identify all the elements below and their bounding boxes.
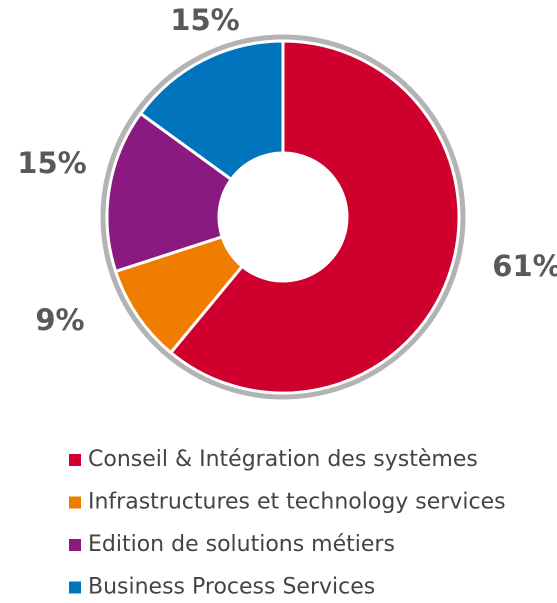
donut-slice <box>138 39 285 182</box>
legend-swatch <box>69 454 81 466</box>
value-label: 15% <box>170 3 239 37</box>
legend-swatch <box>69 581 81 594</box>
donut-ring <box>100 34 466 400</box>
value-label: 61% <box>492 249 557 283</box>
legend-label: Edition de solutions métiers <box>88 532 395 557</box>
legend-label: Infrastructures et technology services <box>88 490 506 515</box>
legend-label: Business Process Services <box>88 575 375 600</box>
legend-swatch <box>69 539 81 551</box>
value-label: 9% <box>35 303 84 337</box>
legend-label: Conseil & Intégration des systèmes <box>88 447 478 472</box>
value-label: 15% <box>17 146 86 180</box>
donut-slice <box>168 39 461 395</box>
donut-slice <box>105 111 234 274</box>
legend-swatch <box>69 496 81 509</box>
